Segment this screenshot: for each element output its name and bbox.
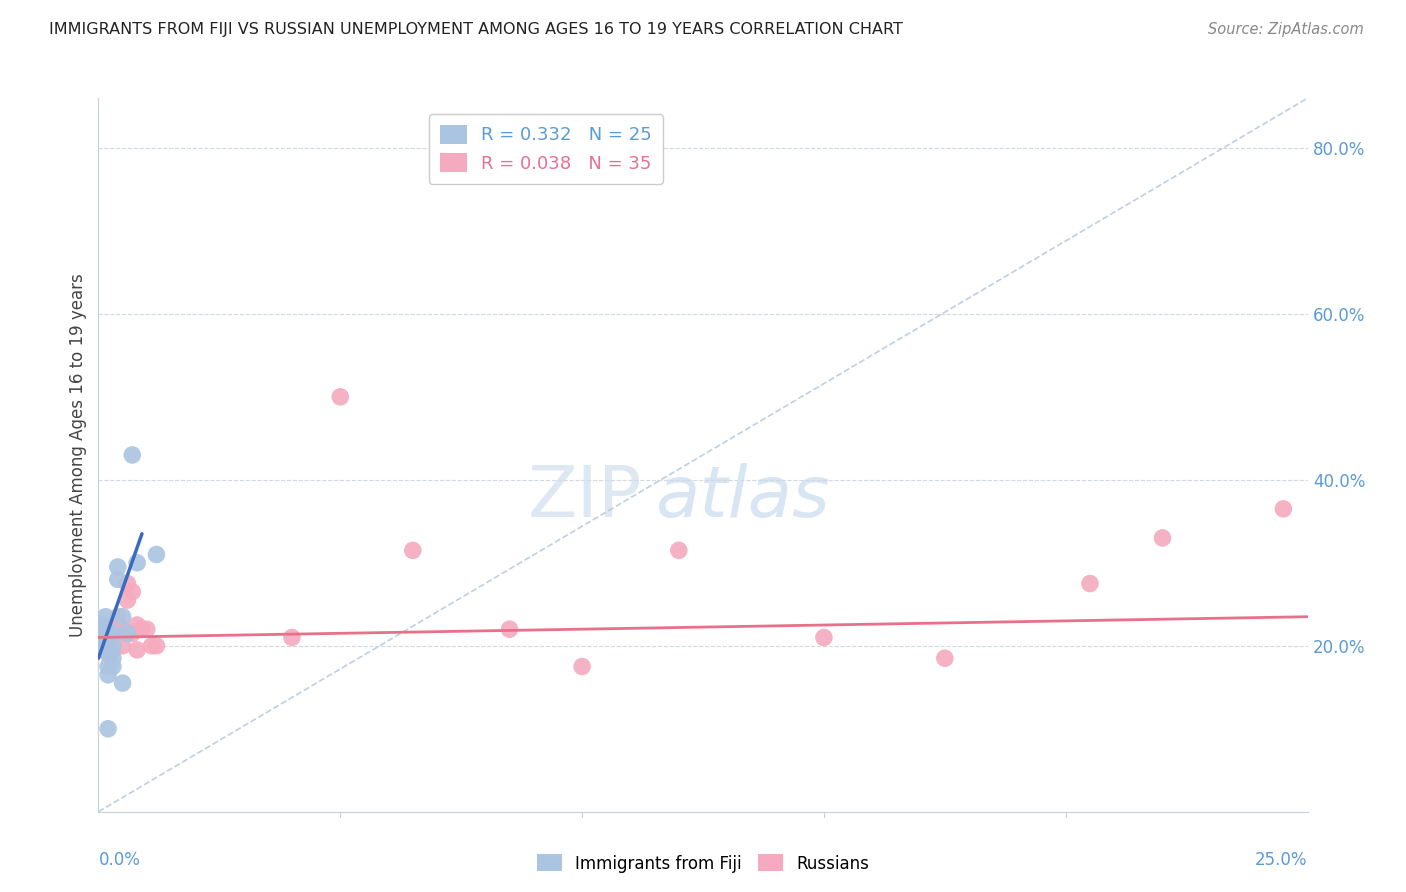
Point bbox=[498, 622, 520, 636]
Point bbox=[94, 622, 117, 636]
Point bbox=[329, 390, 352, 404]
Point bbox=[111, 676, 134, 690]
Text: atlas: atlas bbox=[655, 463, 830, 533]
Point bbox=[97, 659, 120, 673]
Point bbox=[107, 573, 129, 587]
Text: IMMIGRANTS FROM FIJI VS RUSSIAN UNEMPLOYMENT AMONG AGES 16 TO 19 YEARS CORRELATI: IMMIGRANTS FROM FIJI VS RUSSIAN UNEMPLOY… bbox=[49, 22, 903, 37]
Point bbox=[145, 548, 167, 562]
Point bbox=[91, 626, 114, 640]
Point bbox=[97, 722, 120, 736]
Point bbox=[111, 639, 134, 653]
Point bbox=[97, 626, 120, 640]
Point bbox=[131, 622, 153, 636]
Point bbox=[97, 668, 120, 682]
Point bbox=[101, 659, 124, 673]
Point bbox=[1078, 576, 1101, 591]
Point bbox=[101, 626, 124, 640]
Y-axis label: Unemployment Among Ages 16 to 19 years: Unemployment Among Ages 16 to 19 years bbox=[69, 273, 87, 637]
Legend: R = 0.332   N = 25, R = 0.038   N = 35: R = 0.332 N = 25, R = 0.038 N = 35 bbox=[429, 114, 662, 184]
Point bbox=[97, 643, 120, 657]
Point bbox=[111, 622, 134, 636]
Point bbox=[402, 543, 425, 558]
Point bbox=[91, 643, 114, 657]
Point bbox=[934, 651, 956, 665]
Point bbox=[1152, 531, 1174, 545]
Point bbox=[107, 560, 129, 574]
Point bbox=[101, 626, 124, 640]
Point bbox=[111, 609, 134, 624]
Point bbox=[100, 647, 122, 661]
Point bbox=[121, 448, 143, 462]
Point bbox=[117, 626, 139, 640]
Text: ZIP: ZIP bbox=[529, 463, 643, 533]
Point bbox=[107, 626, 129, 640]
Point bbox=[97, 622, 120, 636]
Point bbox=[97, 647, 120, 661]
Point bbox=[813, 631, 835, 645]
Point bbox=[281, 631, 304, 645]
Point bbox=[127, 643, 149, 657]
Point bbox=[107, 609, 129, 624]
Point bbox=[100, 618, 122, 632]
Point bbox=[97, 631, 120, 645]
Point bbox=[668, 543, 690, 558]
Text: Source: ZipAtlas.com: Source: ZipAtlas.com bbox=[1208, 22, 1364, 37]
Point bbox=[91, 639, 114, 653]
Point bbox=[101, 651, 124, 665]
Point bbox=[145, 639, 167, 653]
Point bbox=[90, 626, 112, 640]
Text: 0.0%: 0.0% bbox=[98, 851, 141, 869]
Point bbox=[117, 576, 139, 591]
Point bbox=[111, 626, 134, 640]
Point bbox=[121, 584, 143, 599]
Point bbox=[141, 639, 163, 653]
Point bbox=[91, 639, 114, 653]
Point bbox=[94, 609, 117, 624]
Point bbox=[91, 618, 114, 632]
Point bbox=[91, 622, 114, 636]
Point bbox=[127, 556, 149, 570]
Point bbox=[101, 643, 124, 657]
Point bbox=[1272, 501, 1295, 516]
Point bbox=[135, 622, 157, 636]
Point bbox=[101, 639, 124, 653]
Legend: Immigrants from Fiji, Russians: Immigrants from Fiji, Russians bbox=[530, 847, 876, 880]
Point bbox=[117, 593, 139, 607]
Point bbox=[90, 626, 112, 640]
Point bbox=[571, 659, 593, 673]
Point bbox=[121, 626, 143, 640]
Text: 25.0%: 25.0% bbox=[1256, 851, 1308, 869]
Point bbox=[127, 618, 149, 632]
